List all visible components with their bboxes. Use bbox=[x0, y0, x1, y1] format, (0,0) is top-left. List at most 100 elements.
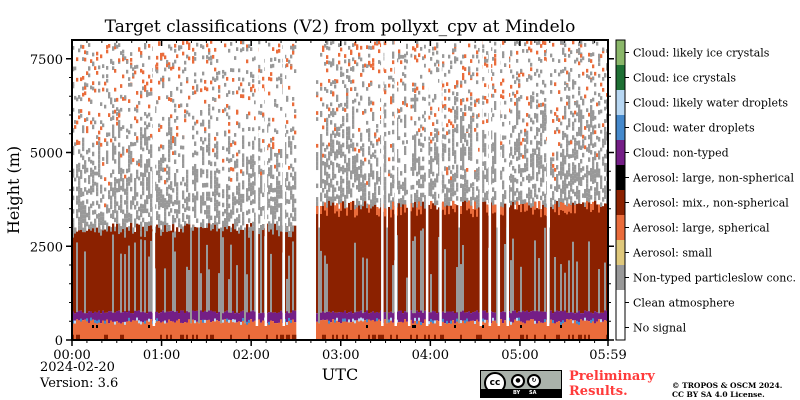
pixel-speckle bbox=[490, 76, 493, 81]
heatmap-column bbox=[198, 227, 201, 340]
pixel-nontyped bbox=[340, 153, 343, 158]
pixel-nontyped bbox=[562, 189, 565, 194]
layer-large-spherical bbox=[430, 320, 433, 340]
layer-surface-mixed bbox=[368, 334, 371, 340]
pixel-nontyped bbox=[102, 194, 105, 199]
pixel-nontyped bbox=[248, 218, 251, 223]
layer-mixed-nonspherical bbox=[322, 206, 325, 312]
pixel-nontyped bbox=[330, 183, 333, 188]
pixel-nontyped bbox=[324, 184, 327, 189]
pixel-speckle bbox=[576, 49, 579, 53]
layer-surface-mixed bbox=[428, 334, 431, 340]
pixel-speckle bbox=[82, 57, 85, 61]
layer-mixed-nonspherical bbox=[604, 203, 607, 311]
pixel-nontyped bbox=[284, 227, 287, 233]
pixel-nontyped bbox=[448, 152, 451, 157]
pixel-speckle bbox=[294, 45, 297, 49]
pixel-nontyped bbox=[156, 197, 159, 203]
layer-cloud-nontyped bbox=[180, 310, 183, 323]
pixel-speckle bbox=[208, 108, 211, 112]
layer-large-spherical bbox=[224, 319, 227, 340]
pixel-speckle bbox=[494, 49, 497, 54]
pixel-water-cloud bbox=[246, 321, 249, 325]
pixel-nontyped bbox=[270, 196, 273, 202]
pixel-nontyped bbox=[428, 182, 431, 187]
heatmap-column bbox=[540, 44, 543, 340]
heatmap-column bbox=[344, 41, 347, 340]
layer-mixed-nonspherical bbox=[170, 230, 173, 312]
pixel-nontyped bbox=[92, 223, 95, 229]
pixel-speckle bbox=[554, 82, 557, 87]
pixel-nontyped bbox=[430, 169, 433, 174]
layer-cloud-nontyped bbox=[124, 311, 127, 324]
pixel-nontyped bbox=[218, 183, 221, 189]
layer-top-grey bbox=[192, 224, 195, 231]
pixel-speckle bbox=[564, 53, 567, 58]
pixel-speckle bbox=[556, 107, 559, 112]
pixel-nontyped bbox=[246, 188, 249, 193]
heatmap-column bbox=[114, 42, 117, 340]
pixel-nontyped bbox=[482, 143, 485, 148]
pixel-nontyped bbox=[344, 199, 347, 204]
pixel-nontyped bbox=[170, 145, 173, 150]
pixel-nontyped bbox=[340, 148, 343, 154]
layer-top-orange bbox=[564, 204, 567, 213]
pixel-nontyped bbox=[532, 152, 535, 158]
pixel-speckle bbox=[96, 56, 99, 61]
layer-cloud-nontyped bbox=[416, 310, 419, 323]
pixel-nontyped bbox=[86, 212, 89, 218]
layer-large-spherical bbox=[328, 322, 331, 340]
layer-mixed-nonspherical bbox=[104, 229, 107, 313]
pixel-speckle bbox=[404, 65, 407, 70]
heatmap-column bbox=[222, 69, 225, 340]
pixel-speckle bbox=[192, 47, 195, 52]
layer-surface-mixed bbox=[346, 334, 349, 340]
pixel-speckle bbox=[428, 101, 431, 106]
layer-mixed-nonspherical bbox=[78, 230, 81, 311]
layer-cloud-nontyped bbox=[374, 312, 377, 322]
pixel-speckle bbox=[350, 80, 353, 84]
pixel-speckle bbox=[418, 128, 421, 133]
pixel-speckle bbox=[550, 73, 553, 77]
pixel-speckle bbox=[294, 145, 297, 149]
pixel-nontyped bbox=[600, 179, 603, 185]
pixel-nontyped bbox=[88, 224, 91, 230]
pixel-nontyped bbox=[214, 215, 217, 221]
pixel-nontyped bbox=[262, 206, 265, 211]
pixel-nontyped bbox=[94, 227, 97, 233]
pixel-speckle bbox=[600, 109, 603, 114]
pixel-speckle bbox=[392, 54, 395, 59]
layer-cloud-nontyped bbox=[292, 310, 295, 320]
pixel-nontyped bbox=[556, 156, 559, 161]
pixel-nontyped bbox=[574, 173, 577, 179]
pixel-nontyped bbox=[390, 186, 393, 192]
pixel-speckle bbox=[462, 76, 465, 81]
pixel-nontyped bbox=[278, 180, 281, 186]
pixel-nontyped bbox=[140, 208, 143, 213]
heatmap-column bbox=[208, 48, 211, 340]
pixel-nontyped bbox=[158, 214, 161, 219]
pixel-nontyped bbox=[586, 192, 589, 197]
pixel-speckle bbox=[326, 89, 329, 93]
pixel-nontyped bbox=[150, 153, 153, 158]
pixel-nontyped bbox=[542, 200, 545, 205]
pixel-nontyped bbox=[436, 146, 439, 152]
pixel-nontyped bbox=[464, 137, 467, 143]
pixel-nontyped bbox=[130, 141, 133, 147]
pixel-speckle bbox=[422, 126, 425, 131]
pixel-nontyped bbox=[594, 178, 597, 183]
heatmap-column bbox=[600, 54, 603, 340]
layer-cloud-nontyped bbox=[120, 312, 123, 324]
pixel-nontyped bbox=[252, 163, 255, 168]
pixel-speckle bbox=[138, 101, 141, 105]
pixel-speckle bbox=[274, 152, 277, 157]
heatmap-column bbox=[602, 47, 605, 340]
layer-large-spherical bbox=[266, 323, 269, 340]
layer-mixed-nonspherical bbox=[132, 227, 135, 314]
pixel-nontyped bbox=[494, 155, 497, 160]
pixel-speckle bbox=[116, 116, 119, 121]
layer-mixed-nonspherical bbox=[160, 229, 163, 313]
pixel-speckle bbox=[414, 47, 417, 52]
pixel-speckle bbox=[166, 63, 169, 68]
pixel-speckle bbox=[228, 122, 231, 126]
